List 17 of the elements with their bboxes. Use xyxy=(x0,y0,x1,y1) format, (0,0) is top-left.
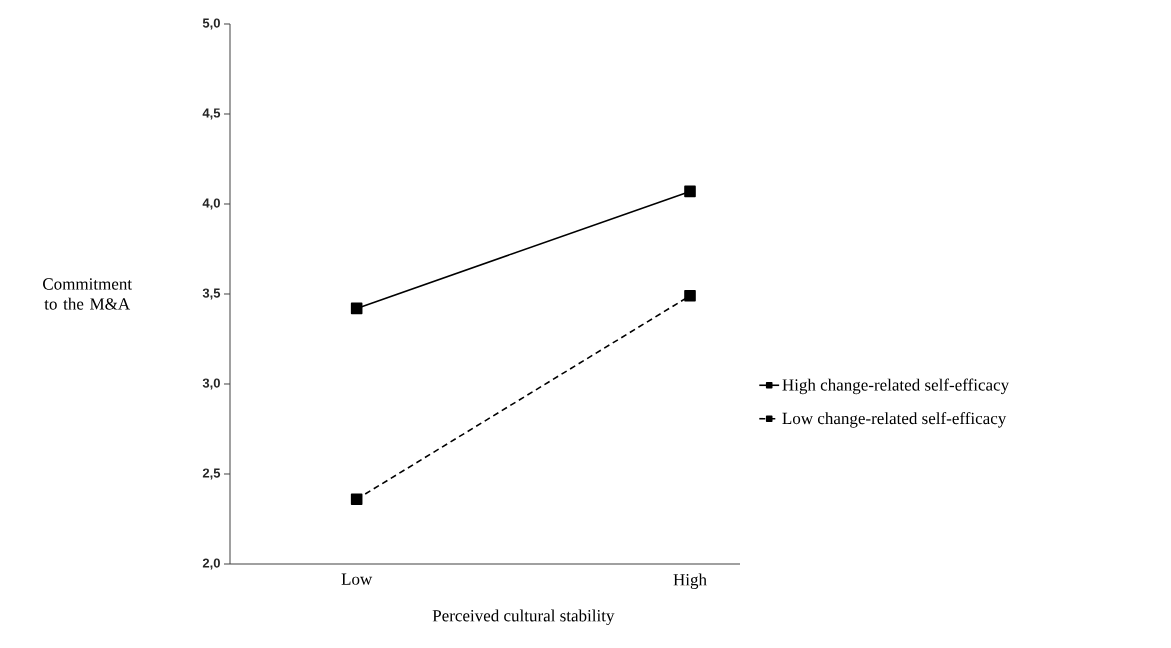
x-axis-title: Perceived cultural stability xyxy=(432,609,615,625)
y-tick-label: 4,0 xyxy=(202,198,220,210)
y-tick-label: 2,0 xyxy=(202,558,220,570)
legend-label: Low change-related self-efficacy xyxy=(782,411,1007,428)
y-tick-label: 3,0 xyxy=(202,378,220,390)
point xyxy=(684,290,696,302)
y-tick-label: 3,5 xyxy=(202,288,221,300)
x-tick-label: Low xyxy=(341,573,373,585)
point xyxy=(684,185,696,198)
point xyxy=(350,302,363,315)
y-axis-title: Commitment to the M&A xyxy=(43,278,132,310)
point xyxy=(350,493,363,505)
y-tick-label: 4,5 xyxy=(202,108,221,120)
y-tick-label: 2,5 xyxy=(202,468,221,480)
y-tick-label: 5,0 xyxy=(202,18,220,30)
x-tick-label: High xyxy=(673,573,707,589)
legend-label: High change-related self-efficacy xyxy=(782,378,1010,395)
